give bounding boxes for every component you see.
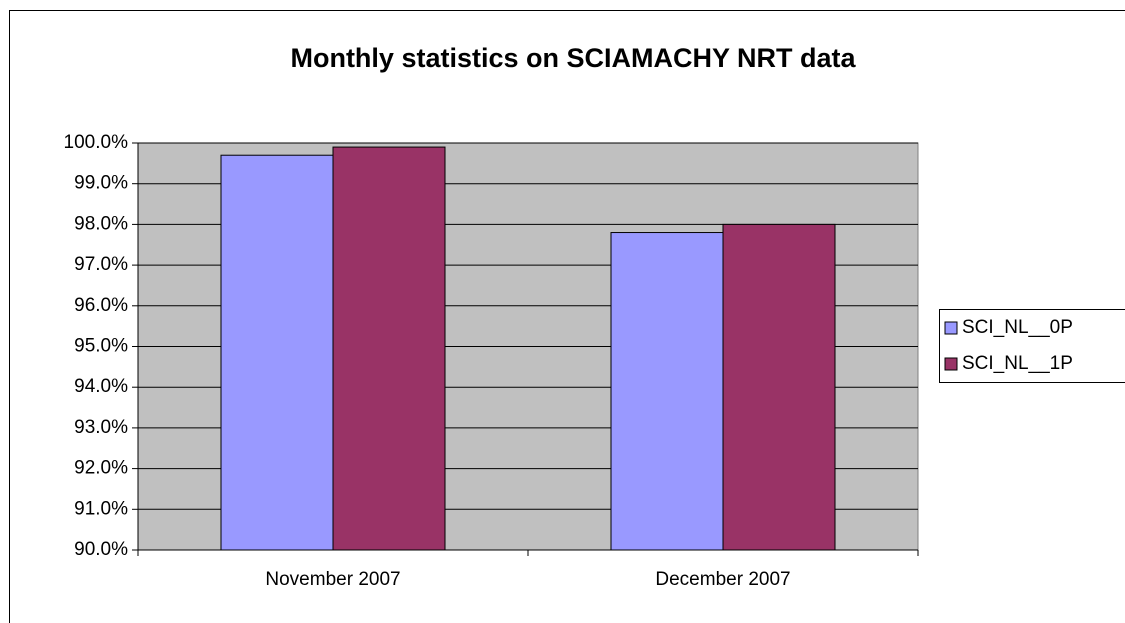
legend-swatch [944,321,958,335]
bar [722,223,836,551]
y-tick-label: 91.0% [74,498,128,519]
y-tick-label: 99.0% [74,173,128,194]
y-tick-label: 95.0% [74,336,128,357]
y-tick-label: 96.0% [74,295,128,316]
legend-box [939,309,1125,383]
y-tick-label: 93.0% [74,417,128,438]
chart-title: Monthly statistics on SCIAMACHY NRT data [290,43,856,73]
legend-swatch [944,357,958,371]
y-tick-label: 94.0% [74,376,128,397]
y-tick-label: 98.0% [74,213,128,234]
y-tick-label: 92.0% [74,458,128,479]
bar [610,232,724,551]
y-tick-label: 90.0% [74,539,128,560]
bar [220,154,334,551]
x-tick-label: December 2007 [655,569,790,590]
bar [332,146,446,551]
x-tick-label: November 2007 [265,569,400,590]
y-tick-label: 100.0% [64,132,129,153]
legend-label: SCI_NL__0P [962,317,1073,338]
legend-label: SCI_NL__1P [962,353,1073,374]
y-tick-label: 97.0% [74,254,128,275]
